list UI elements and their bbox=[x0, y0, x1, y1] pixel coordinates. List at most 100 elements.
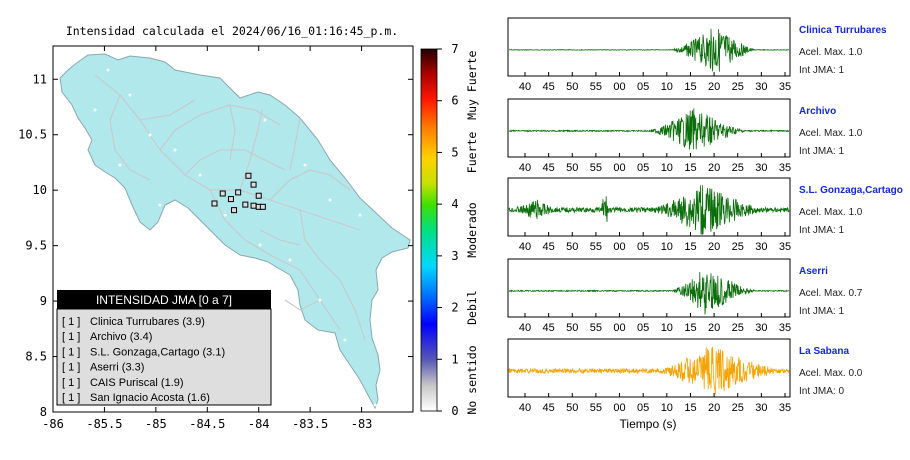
waveform-tick-label: 10 bbox=[661, 162, 673, 174]
colorbar-tick-label: 7 bbox=[451, 42, 458, 56]
waveform-tick-label: 30 bbox=[755, 81, 767, 93]
waveform-tick-label: 20 bbox=[708, 241, 720, 253]
waveform-tick-label: 40 bbox=[519, 241, 531, 253]
waveform-tick-label: 05 bbox=[637, 162, 649, 174]
waveform-tick-label: 50 bbox=[566, 81, 578, 93]
station-name: La Sabana bbox=[799, 346, 849, 357]
map-y-tick-label: 11 bbox=[33, 72, 47, 86]
legend-item-level: [ 1 ] bbox=[62, 392, 80, 404]
station-marker bbox=[242, 201, 249, 208]
town-markers bbox=[93, 68, 377, 407]
colorbar-tick-label: 4 bbox=[451, 197, 458, 211]
colorbar-tick-label: 3 bbox=[451, 249, 458, 263]
waveform-tick-label: 15 bbox=[684, 162, 696, 174]
station-marker bbox=[211, 200, 218, 207]
colorbar-ticks: 7 6 5 4 3 2 1 0 bbox=[437, 42, 459, 418]
waveform-frame bbox=[507, 17, 791, 77]
map-y-tick-label: 9.5 bbox=[25, 239, 47, 253]
waveform-tick-label: 25 bbox=[732, 322, 744, 334]
waveform-tick-label: 15 bbox=[684, 322, 696, 334]
colorbar-tick-label: 0 bbox=[451, 404, 458, 418]
waveform-trace bbox=[508, 185, 790, 236]
colorbar-label: No sentido bbox=[465, 345, 479, 414]
map-y-tick-label: 9 bbox=[40, 294, 47, 308]
station-marker bbox=[231, 207, 238, 214]
waveform-tick-label: 55 bbox=[590, 322, 602, 334]
map-x-tick-label: -85.5 bbox=[86, 417, 122, 431]
waveform-panel: 40 45 50 55 00 05 10 15 20 25 30 35 S.L. Gonzaga,Car… bbox=[507, 177, 903, 253]
waveform-tick-label: 30 bbox=[755, 322, 767, 334]
station-marker bbox=[255, 192, 262, 199]
waveform-xlabel: Tiempo (s) bbox=[620, 417, 677, 431]
waveform-tick-label: 35 bbox=[779, 241, 791, 253]
waveform-tick-label: 15 bbox=[684, 402, 696, 414]
waveform-tick-label: 40 bbox=[519, 402, 531, 414]
waveform-tick-label: 00 bbox=[613, 81, 625, 93]
colorbar-labels: Muy Fuerte Fuerte Moderado Debil No sentido bbox=[465, 51, 479, 415]
map-x-tick-label: -84 bbox=[248, 417, 270, 431]
station-acel: Acel. Max. 0.7 bbox=[799, 288, 863, 299]
waveform-tick-label: 25 bbox=[732, 162, 744, 174]
waveform-tick-label: 15 bbox=[684, 81, 696, 93]
legend-item-level: [ 1 ] bbox=[62, 362, 80, 374]
colorbar-label: Debil bbox=[465, 290, 479, 325]
waveform-tick-label: 30 bbox=[755, 402, 767, 414]
station-name: Aserri bbox=[799, 266, 828, 277]
waveform-tick-label: 10 bbox=[661, 322, 673, 334]
waveform-tick-label: 45 bbox=[543, 81, 555, 93]
station-marker bbox=[219, 190, 226, 197]
station-marker bbox=[259, 203, 266, 210]
waveform-tick-label: 20 bbox=[708, 402, 720, 414]
waveform-tick-label: 20 bbox=[708, 81, 720, 93]
map-x-tick-label: -83.5 bbox=[292, 417, 328, 431]
waveform-tick-label: 50 bbox=[566, 322, 578, 334]
station-int: Int JMA: 1 bbox=[799, 65, 844, 76]
map-x-tick-label: -85 bbox=[145, 417, 167, 431]
station-marker bbox=[250, 202, 257, 209]
map-x-tick-label: -84.5 bbox=[189, 417, 225, 431]
waveform-tick-label: 30 bbox=[755, 162, 767, 174]
waveform-tick-label: 50 bbox=[566, 162, 578, 174]
station-name: Clinica Turrubares bbox=[799, 25, 887, 36]
colorbar-label: Muy Fuerte bbox=[465, 51, 479, 120]
waveform-frame bbox=[507, 338, 791, 398]
map-y-tick-label: 8.5 bbox=[25, 350, 47, 364]
legend-item-level: [ 1 ] bbox=[62, 346, 80, 358]
map-y-tick-label: 10 bbox=[33, 183, 47, 197]
station-name: Archivo bbox=[799, 106, 836, 117]
colorbar-label: Fuerte bbox=[465, 132, 479, 174]
legend-item-level: [ 1 ] bbox=[62, 331, 80, 343]
legend-item-label: Aserri (3.3) bbox=[90, 362, 144, 374]
waveform-tick-label: 45 bbox=[543, 402, 555, 414]
legend-item-label: S.L. Gonzaga,Cartago (3.1) bbox=[90, 346, 225, 358]
waveform-tick-label: 35 bbox=[779, 162, 791, 174]
waveform-tick-label: 55 bbox=[590, 81, 602, 93]
station-acel: Acel. Max. 1.0 bbox=[799, 128, 863, 139]
station-int: Int JMA: 0 bbox=[799, 386, 844, 397]
map-y-tick-label: 10.5 bbox=[18, 128, 47, 142]
waveform-tick-label: 35 bbox=[779, 402, 791, 414]
waveform-tick-label: 55 bbox=[590, 162, 602, 174]
waveform-trace bbox=[508, 271, 790, 315]
station-acel: Acel. Max. 1.0 bbox=[799, 207, 863, 218]
map-legend: INTENSIDAD JMA [0 a 7] [ 1 ] Clinica Turr… bbox=[56, 290, 272, 406]
map-x-tick-label: -83 bbox=[351, 417, 373, 431]
waveform-tick-label: 00 bbox=[613, 241, 625, 253]
waveform-tick-label: 25 bbox=[732, 241, 744, 253]
waveform-tick-label: 55 bbox=[590, 241, 602, 253]
waveform-panel: 40 45 50 55 00 05 10 15 20 25 30 35 Aserri Acel. Max.… bbox=[507, 258, 863, 334]
waveform-tick-label: 30 bbox=[755, 241, 767, 253]
map-title: Intensidad calculada el 2024/06/16_01:16… bbox=[66, 24, 398, 38]
waveform-tick-label: 00 bbox=[613, 162, 625, 174]
legend-item-label: CAIS Puriscal (1.9) bbox=[90, 377, 184, 389]
waveform-frame bbox=[507, 258, 791, 318]
legend-item-label: Clinica Turrubares (3.9) bbox=[90, 316, 205, 328]
waveform-tick-label: 25 bbox=[732, 81, 744, 93]
waveform-tick-label: 10 bbox=[661, 402, 673, 414]
colorbar-tick-label: 5 bbox=[451, 145, 458, 159]
waveform-tick-label: 25 bbox=[732, 402, 744, 414]
station-markers bbox=[211, 172, 266, 214]
colorbar-tick-label: 1 bbox=[451, 352, 458, 366]
waveform-frame bbox=[507, 98, 791, 158]
